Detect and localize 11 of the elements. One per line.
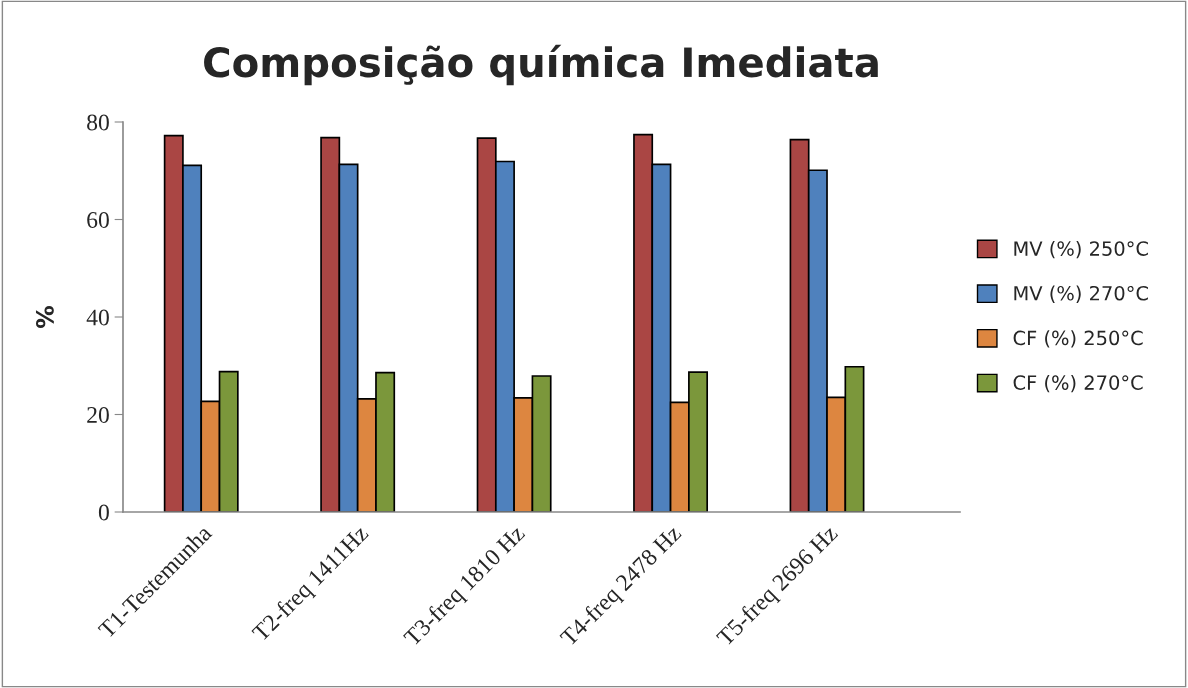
- y-tick-label: 0: [98, 504, 109, 521]
- legend-label: MV (%) 250°C: [1014, 240, 1148, 259]
- legend-label: MV (%) 270°C: [1014, 285, 1148, 303]
- y-tick-label: 40: [86, 309, 109, 326]
- y-tick-label: 80: [87, 114, 109, 131]
- y-tick-label: 60: [87, 211, 109, 228]
- legend-label: CF (%) 250°C: [1013, 330, 1143, 348]
- y-tick-label: 20: [87, 406, 109, 423]
- chart-title: Composição química Imediata: [204, 44, 878, 86]
- legend-label: CF (%) 270°C: [1013, 374, 1143, 393]
- y-axis-title: %: [35, 305, 54, 329]
